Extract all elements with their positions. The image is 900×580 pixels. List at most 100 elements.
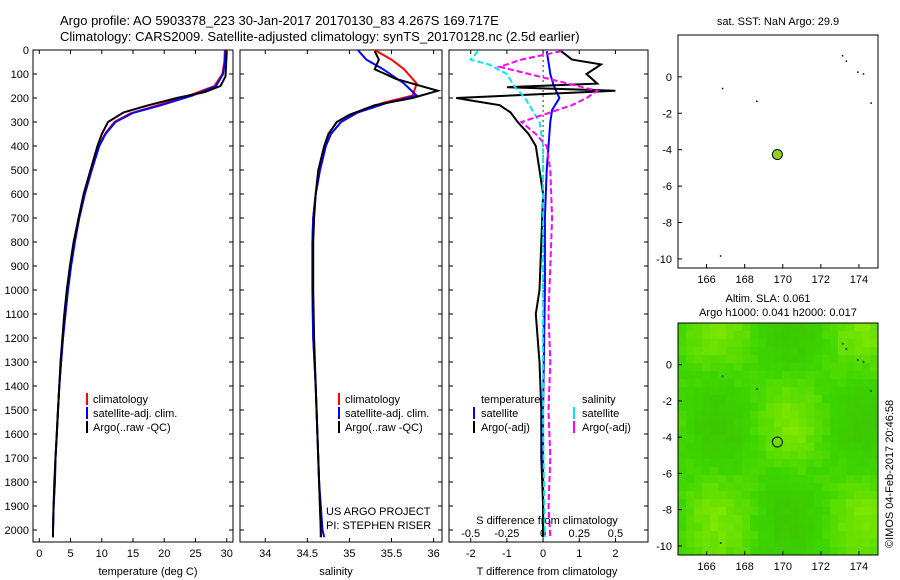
y-tick-label: 200 bbox=[11, 93, 29, 105]
sla-cell bbox=[830, 515, 838, 523]
sla-cell bbox=[686, 395, 694, 403]
sla-cell bbox=[718, 539, 726, 547]
sla-cell bbox=[710, 539, 718, 547]
sla-cell bbox=[710, 387, 718, 395]
sla-cell bbox=[702, 411, 710, 419]
sla-cell bbox=[830, 451, 838, 459]
legend-label: satellite-adj. clim. bbox=[345, 408, 429, 420]
sla-cell bbox=[750, 547, 758, 555]
sla-cell bbox=[782, 411, 790, 419]
sla-cell bbox=[846, 371, 854, 379]
sla-cell bbox=[726, 531, 734, 539]
sla-cell bbox=[750, 323, 758, 331]
sla-cell bbox=[710, 491, 718, 499]
sla-cell bbox=[830, 403, 838, 411]
sla-cell bbox=[790, 411, 798, 419]
sla-cell bbox=[758, 459, 766, 467]
y-tick-label: 1000 bbox=[5, 285, 29, 297]
sla-cell bbox=[734, 371, 742, 379]
sla-cell bbox=[862, 419, 870, 427]
sla-cell bbox=[838, 427, 846, 435]
x-tick-label: 35 bbox=[343, 548, 355, 560]
sla-cell bbox=[854, 427, 862, 435]
y-tick-label: 1400 bbox=[5, 381, 29, 393]
sla-cell bbox=[862, 355, 870, 363]
sla-cell bbox=[862, 443, 870, 451]
sla-cell bbox=[814, 379, 822, 387]
sla-cell bbox=[806, 403, 814, 411]
sla-cell bbox=[798, 419, 806, 427]
sla-cell bbox=[830, 507, 838, 515]
y-tick-label: 1800 bbox=[5, 477, 29, 489]
sla-cell bbox=[710, 523, 718, 531]
sla-cell bbox=[774, 347, 782, 355]
sla-cell bbox=[766, 459, 774, 467]
sla-cell bbox=[846, 435, 854, 443]
sla-cell bbox=[686, 347, 694, 355]
sla-cell bbox=[694, 323, 702, 331]
sla-cell bbox=[710, 379, 718, 387]
sla-cell bbox=[870, 515, 878, 523]
sla-cell bbox=[694, 363, 702, 371]
sla-cell bbox=[702, 459, 710, 467]
sla-cell bbox=[854, 467, 862, 475]
series-line bbox=[311, 49, 419, 538]
sla-cell bbox=[814, 371, 822, 379]
sla-cell bbox=[806, 483, 814, 491]
sla-cell bbox=[734, 379, 742, 387]
difference-panel: -2 -1 0 1 2-0.5 -0.25 0 0.25 0.5 bbox=[448, 49, 649, 560]
sla-cell bbox=[742, 467, 750, 475]
sla-cell bbox=[830, 363, 838, 371]
sla-cell bbox=[694, 355, 702, 363]
sla-cell bbox=[726, 499, 734, 507]
sla-cell bbox=[854, 443, 862, 451]
sla-cell bbox=[798, 459, 806, 467]
y-tick-label: -2 bbox=[662, 108, 672, 120]
sla-cell bbox=[686, 443, 694, 451]
sla-cell bbox=[742, 547, 750, 555]
sla-cell bbox=[702, 539, 710, 547]
x-tick-label: 0 bbox=[36, 548, 42, 560]
sla-cell bbox=[718, 547, 726, 555]
sla-cell bbox=[718, 443, 726, 451]
sla-cell bbox=[686, 547, 694, 555]
sla-cell bbox=[774, 451, 782, 459]
sla-cell bbox=[726, 483, 734, 491]
sla-cell bbox=[806, 347, 814, 355]
pi-annotation: PI: STEPHEN RISER bbox=[326, 520, 431, 532]
sla-cell bbox=[694, 467, 702, 475]
sla-cell bbox=[854, 547, 862, 555]
x-tick-label: 35.5 bbox=[381, 548, 402, 560]
sla-cell bbox=[782, 459, 790, 467]
sla-cell bbox=[734, 323, 742, 331]
sla-cell bbox=[750, 403, 758, 411]
sla-cell bbox=[718, 411, 726, 419]
sla-cell bbox=[790, 387, 798, 395]
sla-cell bbox=[782, 387, 790, 395]
sla-cell bbox=[742, 355, 750, 363]
x-tick-label: 20 bbox=[158, 548, 170, 560]
sla-cell bbox=[814, 411, 822, 419]
sla-cell bbox=[694, 475, 702, 483]
sla-cell bbox=[758, 371, 766, 379]
x-tick-label: 172 bbox=[812, 561, 830, 573]
coastline-point bbox=[756, 100, 758, 103]
sla-cell bbox=[870, 483, 878, 491]
y-tick-label: -2 bbox=[662, 396, 672, 408]
sla-cell bbox=[822, 499, 830, 507]
sla-cell bbox=[838, 547, 846, 555]
sla-cell bbox=[766, 483, 774, 491]
sla-cell bbox=[726, 411, 734, 419]
sla-cell bbox=[758, 491, 766, 499]
sla-cell bbox=[790, 539, 798, 547]
sla-cell bbox=[798, 515, 806, 523]
sla-cell bbox=[790, 395, 798, 403]
sst-map-panel: 166 168 170 172 174 0 -2 -4 -6 -8 -10 bbox=[656, 34, 879, 286]
x-tick-label: 30 bbox=[221, 548, 233, 560]
sla-cell bbox=[710, 467, 718, 475]
sla-cell bbox=[718, 379, 726, 387]
sla-cell bbox=[686, 403, 694, 411]
sla-cell bbox=[694, 371, 702, 379]
sla-cell bbox=[702, 523, 710, 531]
sla-cell bbox=[774, 403, 782, 411]
